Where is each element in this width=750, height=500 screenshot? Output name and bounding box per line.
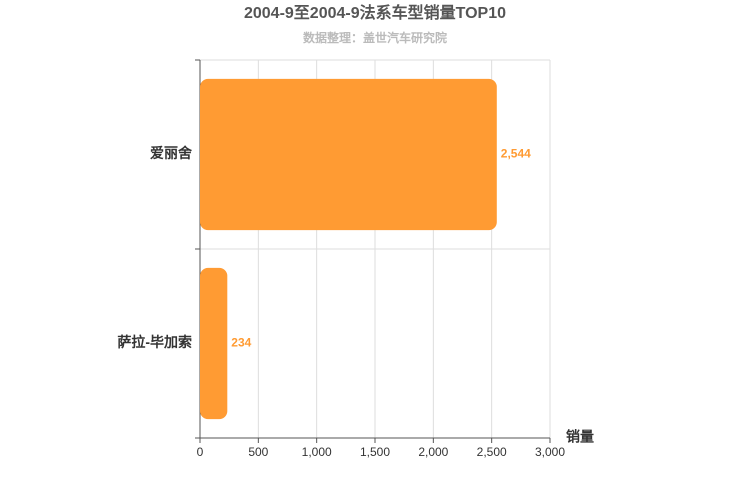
value-label: 2,544 (501, 147, 531, 161)
x-tick-label: 0 (197, 445, 204, 459)
x-tick-label: 3,000 (535, 445, 565, 459)
x-tick-label: 500 (248, 445, 268, 459)
bar (200, 267, 228, 420)
chart-subtitle: 数据整理：盖世汽车研究院 (303, 30, 447, 45)
bar (200, 78, 497, 231)
chart-title: 2004-9至2004-9法系车型销量TOP10 (244, 3, 506, 22)
x-tick-label: 2,500 (477, 445, 507, 459)
x-tick-label: 1,000 (302, 445, 332, 459)
x-axis-label: 销量 (566, 429, 594, 445)
x-tick-label: 2,000 (418, 445, 448, 459)
y-tick-label: 萨拉-毕加索 (117, 334, 192, 350)
value-label: 234 (231, 336, 251, 350)
x-tick-label: 1,500 (360, 445, 390, 459)
y-tick-label: 爱丽舍 (150, 145, 193, 161)
